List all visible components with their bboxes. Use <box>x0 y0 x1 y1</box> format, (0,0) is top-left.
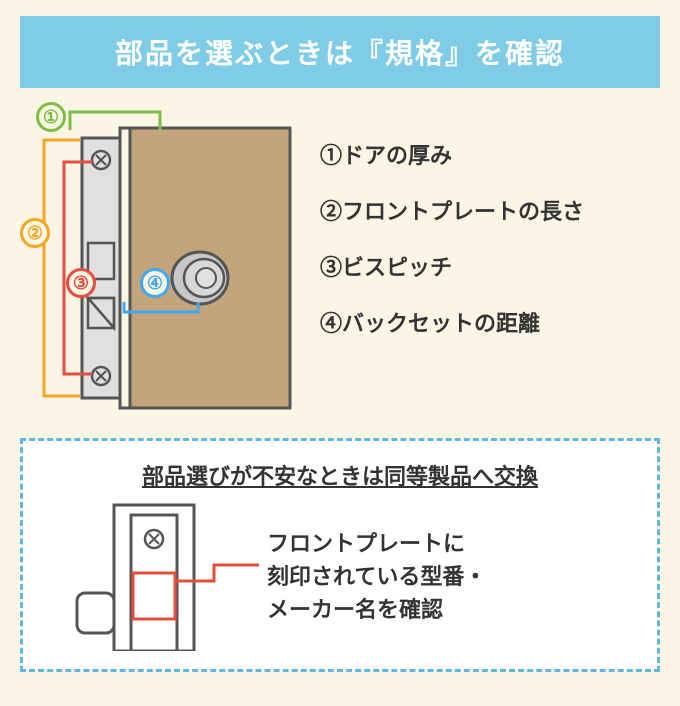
legend-item-3: ③ビスピッチ <box>320 250 660 282</box>
bottom-text: フロントプレートに 刻印されている型番・ メーカー名を確認 <box>259 527 641 626</box>
bottom-line-2: 刻印されている型番・ <box>267 560 641 593</box>
top-section: ① ② ③ ④ ①ドアの厚み ②フロントプレートの長さ ③ビスピッチ ④バックセ… <box>0 88 680 438</box>
badge-1: ① <box>36 102 66 132</box>
header-bar: 部品を選ぶときは『規格』を確認 <box>20 16 660 88</box>
header-title: 部品を選ぶときは『規格』を確認 <box>115 38 565 69</box>
bottom-content: フロントプレートに 刻印されている型番・ メーカー名を確認 <box>39 501 641 651</box>
legend: ①ドアの厚み ②フロントプレートの長さ ③ビスピッチ ④バックセットの距離 <box>320 98 660 418</box>
legend-item-4: ④バックセットの距離 <box>320 306 660 338</box>
bottom-diagram <box>39 501 259 651</box>
badge-4: ④ <box>140 268 170 298</box>
bottom-line-1: フロントプレートに <box>267 527 641 560</box>
legend-item-1: ①ドアの厚み <box>320 138 660 170</box>
badge-3: ③ <box>66 268 96 298</box>
bottom-title: 部品選びが不安なときは同等製品へ交換 <box>39 459 641 491</box>
door-lock-diagram <box>20 98 320 418</box>
bottom-line-3: メーカー名を確認 <box>267 593 641 626</box>
badge-2: ② <box>20 218 50 248</box>
legend-item-2: ②フロントプレートの長さ <box>320 194 660 226</box>
main-diagram: ① ② ③ ④ <box>20 98 320 418</box>
plate-model-diagram <box>39 501 259 651</box>
bottom-panel: 部品選びが不安なときは同等製品へ交換 フロントプレートに 刻 <box>20 438 660 672</box>
